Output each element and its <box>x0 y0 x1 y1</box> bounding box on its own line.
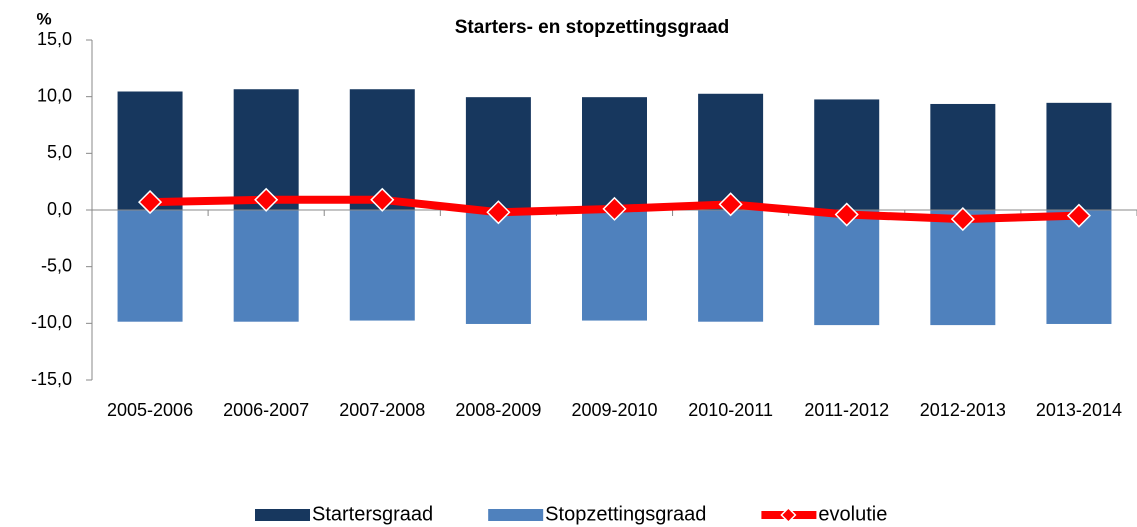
bar <box>697 92 765 211</box>
line-marker <box>370 187 395 212</box>
line-marker <box>718 192 743 217</box>
y-tick-label: -15,0 <box>31 369 72 389</box>
x-tick-label: 2011-2012 <box>804 400 889 420</box>
line-marker <box>950 207 975 232</box>
bar <box>232 209 300 323</box>
y-tick-label: 0,0 <box>47 199 72 219</box>
line-marker <box>602 196 627 221</box>
bar <box>813 98 881 211</box>
line-marker <box>486 200 511 225</box>
x-tick-label: 2012-2013 <box>920 400 1006 420</box>
legend-swatch <box>488 509 544 521</box>
bar <box>581 96 648 211</box>
bar <box>1045 101 1113 211</box>
bar <box>464 96 532 211</box>
legend-label: Stopzettingsgraad <box>545 503 706 525</box>
bar <box>813 209 881 327</box>
chart-title: Starters- en stopzettingsgraad <box>455 17 730 38</box>
y-tick-label: 10,0 <box>37 85 72 105</box>
y-axis-label: % <box>36 9 51 28</box>
bar <box>116 209 184 323</box>
x-tick-label: 2007-2008 <box>339 400 425 420</box>
y-tick-label: 5,0 <box>47 142 72 162</box>
bar <box>929 102 997 211</box>
y-tick-label: 15,0 <box>37 29 72 49</box>
bar <box>581 209 648 322</box>
line-marker <box>254 187 279 212</box>
bar <box>697 209 765 323</box>
x-tick-label: 2010-2011 <box>688 400 773 420</box>
y-tick-label: -10,0 <box>31 312 72 332</box>
legend-swatch <box>255 509 310 521</box>
x-tick-label: 2008-2009 <box>455 400 541 420</box>
legend-swatch <box>780 506 797 524</box>
legend-label: evolutie <box>818 503 887 525</box>
x-tick-label: 2013-2014 <box>1036 400 1122 420</box>
bar <box>348 209 416 322</box>
y-tick-label: -5,0 <box>41 255 72 275</box>
bar <box>464 209 532 325</box>
line-marker <box>1066 203 1092 228</box>
x-tick-label: 2005-2006 <box>107 400 193 420</box>
legend-label: Startersgraad <box>312 503 433 525</box>
line-marker <box>834 202 859 227</box>
x-tick-label: 2006-2007 <box>223 400 309 420</box>
line-marker <box>137 190 163 215</box>
x-tick-label: 2009-2010 <box>571 400 657 420</box>
